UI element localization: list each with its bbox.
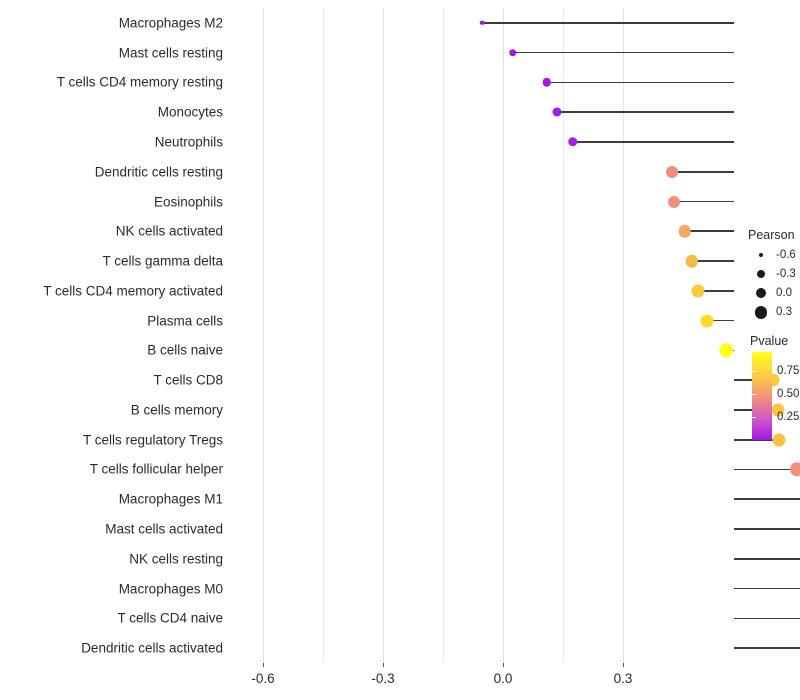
lollipop-point[interactable] xyxy=(568,137,578,147)
pvalue-legend-title: Pvalue xyxy=(750,334,789,348)
y-axis-tick-label: Macrophages M0 xyxy=(118,580,223,596)
lollipop-point[interactable] xyxy=(700,314,714,328)
gridline-minor xyxy=(443,8,444,663)
y-axis-tick-label: T cells gamma delta xyxy=(102,253,223,269)
lollipop-stem xyxy=(684,230,734,233)
pvalue-colorbar xyxy=(752,352,772,440)
y-axis-tick-label: Eosinophils xyxy=(153,193,223,209)
lollipop-stem xyxy=(512,51,734,54)
gridline-major xyxy=(263,8,264,663)
pearson-legend-label: -0.3 xyxy=(776,268,796,280)
x-axis-tick-label: 0.0 xyxy=(493,671,513,686)
lollipop-stem xyxy=(734,587,800,590)
lollipop-stem xyxy=(556,111,734,113)
pearson-legend-key: -0.6 xyxy=(750,249,796,261)
lollipop-point[interactable] xyxy=(509,48,517,57)
lollipop-stem xyxy=(734,617,800,620)
lollipop-point[interactable] xyxy=(719,343,734,358)
lollipop-stem xyxy=(671,170,734,173)
lollipop-point[interactable] xyxy=(668,195,680,208)
gridline-minor xyxy=(323,8,324,663)
pearson-legend-key: -0.3 xyxy=(750,268,796,280)
y-axis-tick-label: Monocytes xyxy=(157,104,223,120)
lollipop-stem xyxy=(734,557,800,560)
y-axis-tick-label: Neutrophils xyxy=(154,134,223,150)
lollipop-stem xyxy=(572,141,734,143)
lollipop-stem xyxy=(482,22,734,24)
lollipop-stem xyxy=(734,468,797,471)
pearson-legend-title: Pearson xyxy=(748,228,795,242)
pvalue-colorbar-tick-label: 0.25 xyxy=(777,410,800,423)
pvalue-colorbar-tick-label: 0.50 xyxy=(777,387,800,400)
lollipop-point[interactable] xyxy=(665,165,678,178)
gridline-major xyxy=(383,8,384,663)
y-axis-tick-label: B cells naive xyxy=(147,342,223,358)
y-axis-tick-label: NK cells activated xyxy=(115,223,223,239)
pvalue-colorbar-notch xyxy=(752,370,756,372)
lollipop-stem xyxy=(734,498,800,501)
y-axis-tick-label: Dendritic cells resting xyxy=(94,164,223,179)
x-axis-tick-label: -0.6 xyxy=(251,671,275,686)
lollipop-stem xyxy=(734,528,800,530)
gridline-major xyxy=(503,8,504,663)
pearson-legend-dot xyxy=(750,253,772,257)
y-axis-tick-label: Macrophages M1 xyxy=(118,491,223,507)
gridline-minor xyxy=(563,8,564,663)
y-axis-tick-label: NK cells resting xyxy=(129,551,223,567)
pearson-legend-dot xyxy=(750,287,772,299)
x-axis-tick xyxy=(263,663,264,667)
x-axis-tick xyxy=(623,663,624,667)
lollipop-point[interactable] xyxy=(479,20,485,26)
x-axis-tick xyxy=(503,663,504,667)
pvalue-colorbar-tick-label: 0.75 xyxy=(777,364,800,377)
lollipop-point[interactable] xyxy=(552,107,562,117)
y-axis-tick-label: T cells CD8 xyxy=(153,372,223,388)
x-axis-tick-label: 0.3 xyxy=(613,671,633,686)
gridline-major xyxy=(623,8,624,663)
y-axis-tick-label: Macrophages M2 xyxy=(118,15,223,31)
pearson-legend-key: 0.0 xyxy=(750,287,792,299)
lollipop-point[interactable] xyxy=(678,225,692,238)
lollipop-stem xyxy=(734,647,800,649)
y-axis-tick-label: T cells regulatory Tregs xyxy=(82,431,223,447)
y-axis-tick-label: Mast cells resting xyxy=(118,44,223,60)
lollipop-stem xyxy=(674,200,734,203)
pearson-legend-key: 0.3 xyxy=(750,306,792,319)
y-axis-tick-label: T cells follicular helper xyxy=(89,461,223,477)
y-axis-tick-label: T cells CD4 naive xyxy=(117,610,223,626)
lollipop-stem xyxy=(546,81,734,84)
y-axis-tick-label: Plasma cells xyxy=(147,312,223,328)
lollipop-point[interactable] xyxy=(542,78,552,87)
y-axis-tick-label: T cells CD4 memory resting xyxy=(56,74,223,90)
lollipop-point[interactable] xyxy=(772,433,786,447)
pearson-legend-label: 0.3 xyxy=(776,306,792,319)
lollipop-point[interactable] xyxy=(685,254,698,268)
lollipop-stem xyxy=(698,290,734,292)
y-axis-tick-label: Mast cells activated xyxy=(105,521,223,537)
y-axis-tick-label: Dendritic cells activated xyxy=(81,640,223,656)
pvalue-colorbar-notch xyxy=(752,393,756,395)
pearson-legend-label: 0.0 xyxy=(776,287,792,299)
y-axis-tick-label: B cells memory xyxy=(130,402,223,418)
lollipop-point[interactable] xyxy=(790,462,800,477)
y-axis-tick-label: T cells CD4 memory activated xyxy=(43,283,223,299)
x-axis-tick xyxy=(383,663,384,667)
lollipop-point[interactable] xyxy=(771,403,785,417)
pvalue-colorbar-notch xyxy=(752,416,756,418)
x-axis-tick-label: -0.3 xyxy=(371,671,395,686)
lollipop-stem xyxy=(706,319,734,322)
pearson-legend-dot xyxy=(750,270,772,278)
lollipop-stem xyxy=(691,260,734,262)
lollipop-point[interactable] xyxy=(691,284,705,298)
pearson-legend-label: -0.6 xyxy=(776,249,796,261)
pearson-legend-dot xyxy=(750,306,772,319)
plot-panel xyxy=(231,8,800,663)
